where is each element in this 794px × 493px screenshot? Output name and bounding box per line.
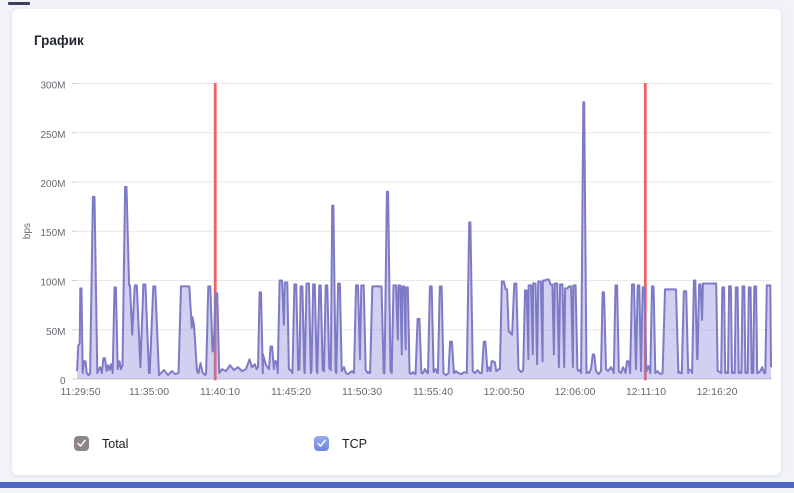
svg-text:50M: 50M [46, 327, 65, 338]
svg-text:11:55:40: 11:55:40 [413, 386, 453, 398]
svg-text:12:11:10: 12:11:10 [626, 386, 666, 398]
svg-text:0: 0 [60, 376, 66, 387]
svg-text:11:50:30: 11:50:30 [342, 386, 382, 398]
svg-text:150M: 150M [40, 228, 65, 239]
svg-text:11:29:50: 11:29:50 [60, 386, 100, 398]
svg-text:11:45:20: 11:45:20 [271, 386, 311, 398]
svg-text:12:16:20: 12:16:20 [697, 386, 738, 398]
svg-text:250M: 250M [40, 130, 65, 141]
svg-text:bps: bps [22, 223, 33, 239]
svg-text:11:40:10: 11:40:10 [200, 386, 240, 398]
svg-text:12:00:50: 12:00:50 [484, 386, 525, 398]
svg-text:12:06:00: 12:06:00 [555, 386, 596, 398]
svg-text:100M: 100M [40, 278, 65, 289]
svg-text:300M: 300M [40, 81, 65, 92]
svg-text:11:35:00: 11:35:00 [129, 386, 169, 398]
svg-text:200M: 200M [40, 179, 65, 190]
